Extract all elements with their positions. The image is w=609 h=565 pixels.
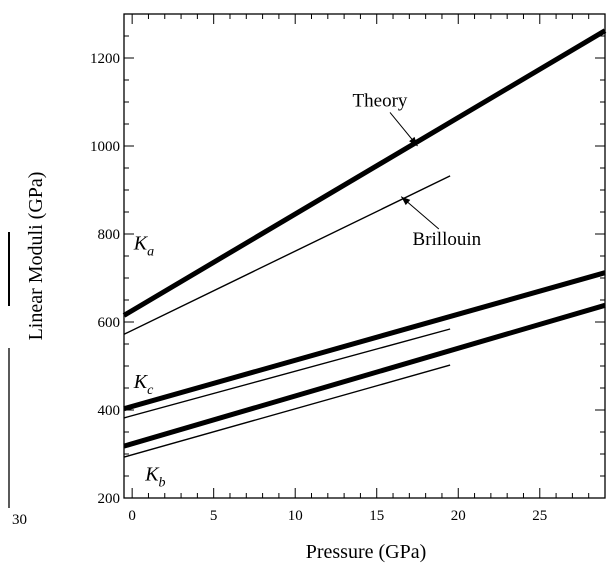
annotation-brillouin-label: Brillouin xyxy=(413,229,482,250)
theory-line-kc xyxy=(123,270,606,412)
y-tick-label: 800 xyxy=(98,227,121,243)
brillouin-line-kc xyxy=(123,328,451,419)
y-tick-label: 600 xyxy=(98,315,121,331)
x-tick-label: 25 xyxy=(532,508,547,524)
annotation-theory-arrowhead xyxy=(409,136,418,146)
curve-label-ka: Ka xyxy=(133,232,154,259)
brillouin-line-kb xyxy=(123,364,451,458)
x-tick-label: 0 xyxy=(128,508,136,524)
series-lines xyxy=(122,28,607,458)
plot-frame xyxy=(123,13,606,499)
annotation-theory-label: Theory xyxy=(353,90,408,111)
x-tick-label: 5 xyxy=(210,508,218,524)
x-tick-label: 15 xyxy=(369,508,384,524)
x-tick-label: 10 xyxy=(288,508,303,524)
y-tick-label: 1200 xyxy=(90,51,120,67)
curve-label-kc: Kc xyxy=(133,371,154,398)
annotation-brillouin-arrowhead xyxy=(401,196,411,206)
x-tick-label: 20 xyxy=(451,508,466,524)
left-edge-label: 30 xyxy=(12,512,27,528)
y-tick-labels: 200 400 600 800 1000 1200 xyxy=(90,51,120,507)
y-tick-label: 400 xyxy=(98,403,121,419)
curve-label-kb: Kb xyxy=(144,463,165,490)
theory-line-kb xyxy=(123,302,606,449)
y-tick-label: 200 xyxy=(98,491,121,507)
theory-line-ka xyxy=(122,28,607,318)
y-axis-title: Linear Moduli (GPa) xyxy=(25,172,47,341)
x-tick-labels: 0 5 10 15 20 25 xyxy=(128,508,547,524)
y-tick-label: 1000 xyxy=(90,139,120,155)
brillouin-line-ka xyxy=(123,175,451,335)
x-axis-title: Pressure (GPa) xyxy=(306,541,427,563)
